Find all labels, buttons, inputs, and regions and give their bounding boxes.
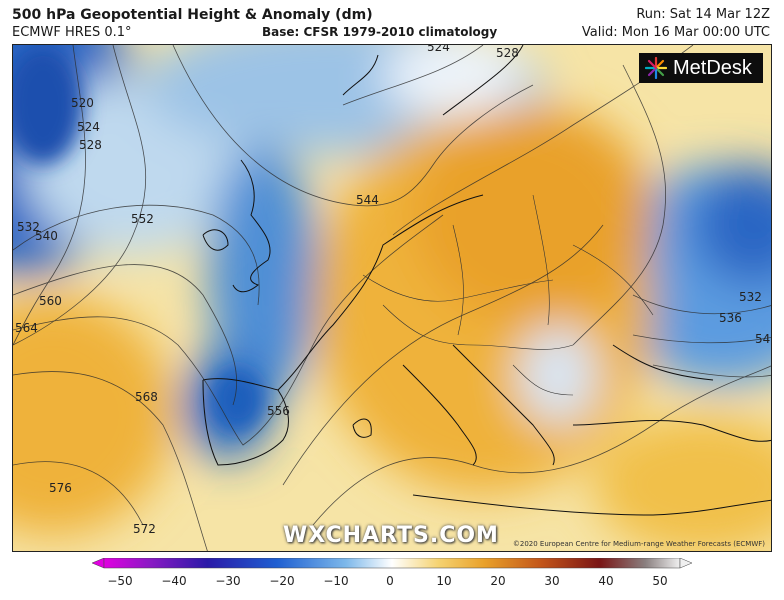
contour-label: 560 xyxy=(39,294,62,308)
colorbar-tick-label: −10 xyxy=(323,574,348,588)
contour-label: 528 xyxy=(79,138,102,152)
metdesk-logo: MetDesk xyxy=(639,53,763,83)
contour-label: 548 xyxy=(755,332,772,346)
contour-label: 576 xyxy=(49,481,72,495)
contour-label: 524 xyxy=(77,120,100,134)
climatology-base: Base: CFSR 1979-2010 climatology xyxy=(262,25,498,39)
contour-labels: 520 524 528 532 540 544 552 556 560 564 … xyxy=(15,45,772,536)
map-panel: 520 524 528 532 540 544 552 556 560 564 … xyxy=(12,44,772,552)
colorbar-tick-label: 20 xyxy=(490,574,505,588)
contour-label: 544 xyxy=(356,193,379,207)
colorbar-max-arrow xyxy=(679,558,692,569)
metdesk-logo-text: MetDesk xyxy=(673,57,752,79)
contour-label: 568 xyxy=(135,390,158,404)
metdesk-starburst-icon xyxy=(645,57,667,79)
colorbar-tick-label: −40 xyxy=(161,574,186,588)
colorbar-tick-label: 50 xyxy=(652,574,667,588)
colorbar-min-arrow xyxy=(92,558,105,569)
run-time: Run: Sat 14 Mar 12Z xyxy=(636,7,770,22)
contour-label: 532 xyxy=(17,220,40,234)
anomaly-map: 520 524 528 532 540 544 552 556 560 564 … xyxy=(13,45,772,551)
watermark: WXCHARTS.COM xyxy=(283,523,499,548)
contour-label: 556 xyxy=(267,404,290,418)
contour-label: 552 xyxy=(131,212,154,226)
model-name: ECMWF HRES 0.1° xyxy=(12,25,132,40)
colorbar-tick-label: 10 xyxy=(436,574,451,588)
colorbar-tick-label: −50 xyxy=(107,574,132,588)
copyright-notice: ©2020 European Centre for Medium-range W… xyxy=(512,540,765,548)
contour-label: 528 xyxy=(496,46,519,60)
colorbar-tick-label: 40 xyxy=(598,574,613,588)
colorbar: −50 −40 −30 −20 −10 0 10 20 30 40 50 xyxy=(92,558,692,588)
chart-title: 500 hPa Geopotential Height & Anomaly (d… xyxy=(12,7,373,23)
contour-label: 536 xyxy=(719,311,742,325)
contour-label: 524 xyxy=(427,45,450,54)
height-contours xyxy=(13,45,771,551)
colorbar-gradient xyxy=(103,558,681,569)
colorbar-tick-label: 30 xyxy=(544,574,559,588)
coastlines xyxy=(202,45,771,516)
country-borders xyxy=(362,194,654,396)
colorbar-tick-label: 0 xyxy=(386,574,394,588)
contour-label: 540 xyxy=(35,229,58,243)
contour-label: 520 xyxy=(71,96,94,110)
contour-label: 572 xyxy=(133,522,156,536)
colorbar-tick-label: −30 xyxy=(215,574,240,588)
contour-label: 532 xyxy=(739,290,762,304)
colorbar-tick-label: −20 xyxy=(269,574,294,588)
contour-label: 564 xyxy=(15,321,38,335)
valid-time: Valid: Mon 16 Mar 00:00 UTC xyxy=(581,25,770,40)
